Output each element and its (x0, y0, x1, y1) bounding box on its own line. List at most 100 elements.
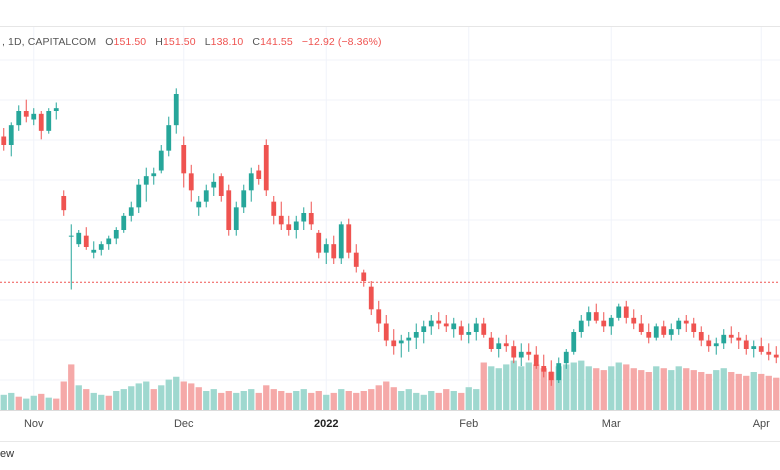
volume-bar (675, 366, 682, 410)
candle-body (376, 309, 382, 324)
candle-body (331, 244, 337, 259)
volume-bar (705, 373, 712, 410)
volume-bar (398, 391, 405, 410)
candle-body (533, 354, 539, 366)
footer-label[interactable]: ew (0, 448, 15, 460)
volume-bar (15, 396, 22, 410)
volume-bar (113, 391, 120, 410)
candle-body (256, 170, 262, 179)
volume-bar (533, 364, 540, 410)
candle-body (106, 238, 112, 245)
volume-bar (353, 392, 360, 410)
volume-bar (128, 386, 135, 410)
candle-body (173, 94, 179, 126)
candle-body (76, 232, 82, 245)
volume-bar (135, 383, 142, 410)
candle-body (226, 190, 232, 230)
volume-bar (653, 366, 660, 410)
candle-body (586, 312, 592, 321)
candle-body (263, 145, 269, 191)
symbol-info: , 1D, CAPITALCOM (2, 36, 97, 48)
candle-body (638, 323, 644, 332)
candle-body (166, 125, 172, 151)
candle-body (121, 215, 127, 230)
low-label: L (204, 36, 211, 48)
candle-body (1, 136, 7, 145)
volume-bar (443, 389, 450, 410)
candle-body (151, 173, 157, 177)
volume-bar (308, 392, 315, 410)
candle-body (593, 312, 599, 321)
volume-bar (360, 391, 367, 410)
candle-body (16, 111, 22, 126)
volume-bar (615, 362, 622, 410)
volume-bar (300, 389, 307, 410)
volume-bar (593, 368, 600, 410)
candle-body (391, 340, 397, 347)
volume-bar (120, 389, 127, 410)
candle-body (743, 340, 749, 349)
volume-bar (413, 392, 420, 410)
candle-body (608, 317, 614, 327)
volume-bar (345, 391, 352, 410)
volume-bar (600, 370, 607, 410)
candle-body (683, 320, 689, 324)
candle-body (668, 329, 674, 335)
volume-bar (698, 372, 705, 410)
candle-body (61, 196, 67, 211)
volume-bar (45, 397, 52, 410)
volume-bar (473, 389, 480, 410)
candle-body (488, 337, 494, 349)
volume-bar (90, 392, 97, 410)
volume-bar (608, 366, 615, 410)
volume-bar (338, 389, 345, 410)
candle-body (758, 346, 764, 352)
volume-bar (278, 391, 285, 410)
x-axis-ticks: NovDec2022FebMarAprM (24, 418, 770, 430)
volume-bar (203, 391, 210, 410)
candle-body (518, 351, 524, 358)
volume-bar (225, 391, 232, 410)
volume-bar (83, 389, 90, 410)
symbol-legend: , 1D, CAPITALCOM O151.50 H151.50 L138.10… (2, 36, 382, 48)
candle-body (136, 184, 142, 208)
candle-body (188, 173, 194, 191)
candle-body (83, 235, 89, 247)
candle-body (728, 334, 734, 338)
volume-bar (218, 392, 225, 410)
volume-bar (60, 381, 67, 410)
candle-body (736, 337, 742, 341)
candle-body (631, 317, 637, 324)
volume-bar (195, 387, 202, 410)
high-value: 151.50 (162, 36, 196, 48)
volume-bar (683, 368, 690, 410)
candle-body (526, 351, 532, 355)
volume-bar (465, 387, 472, 410)
volume-bar (728, 372, 735, 410)
volume-bar (150, 389, 157, 410)
candle-body (68, 235, 74, 237)
candle-body (706, 340, 712, 347)
volume-bar (690, 370, 697, 410)
high-label: H (155, 36, 163, 48)
volume-bar (645, 372, 652, 410)
volume-bar (8, 392, 15, 410)
candle-body (443, 323, 449, 327)
volume-bar (420, 394, 427, 410)
candle-body (128, 207, 134, 216)
candle-body (158, 150, 164, 171)
volume-bar (720, 368, 727, 410)
volume-bar (68, 364, 75, 410)
candle-body (503, 343, 509, 347)
x-tick-label: Apr (753, 418, 770, 430)
candle-body (406, 337, 412, 341)
open-value: 151.50 (113, 36, 147, 48)
volume-bar (750, 372, 757, 410)
candle-body (601, 320, 607, 327)
candle-body (368, 286, 374, 310)
volume-bar (503, 364, 510, 410)
volume-bar (495, 368, 502, 410)
candle-body (661, 326, 667, 335)
candle-body (353, 252, 359, 267)
